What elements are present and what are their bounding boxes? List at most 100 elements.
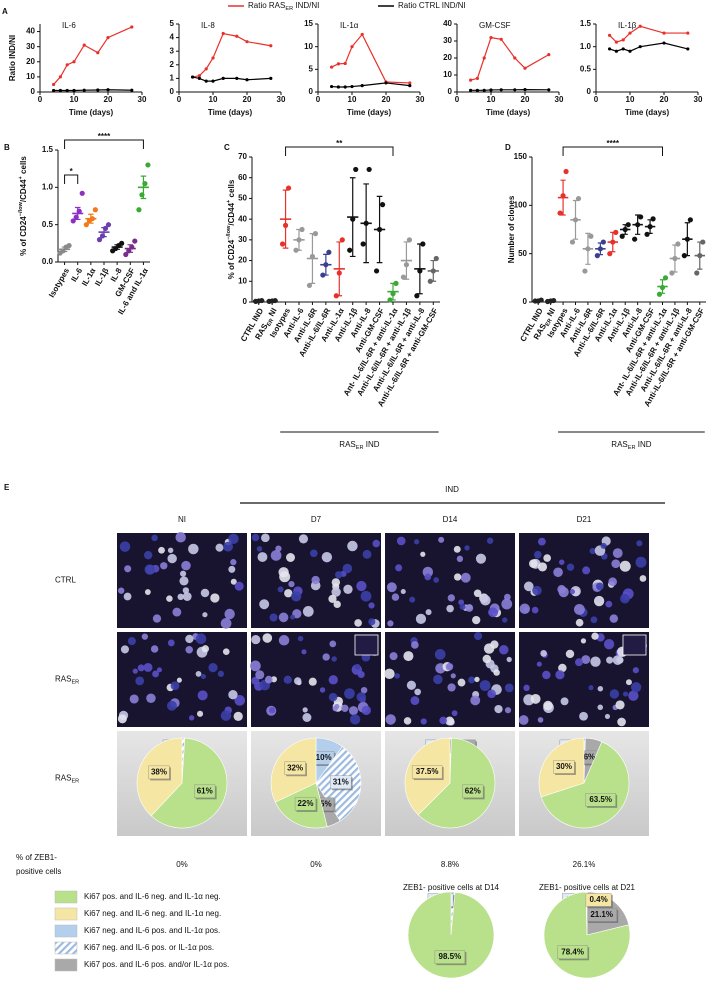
cell xyxy=(200,588,210,598)
cell xyxy=(309,549,318,558)
series-point xyxy=(523,66,527,70)
series-point xyxy=(360,84,364,88)
cell xyxy=(529,559,538,568)
cell xyxy=(450,673,456,679)
cell xyxy=(288,581,295,588)
y-tick-label: 30 xyxy=(26,42,35,51)
cell xyxy=(331,656,337,662)
cell xyxy=(590,616,598,624)
series-point xyxy=(638,24,642,28)
cell xyxy=(215,543,224,552)
y-tick-label: 50 xyxy=(238,194,247,203)
significance-bracket xyxy=(64,139,144,149)
series-point xyxy=(475,88,479,92)
cell xyxy=(188,543,199,555)
series-point xyxy=(58,75,63,79)
cell xyxy=(262,633,273,643)
cell xyxy=(256,546,263,552)
cell xyxy=(597,704,604,711)
cell xyxy=(354,619,362,627)
y-axis-label-part: + xyxy=(226,199,232,203)
y-tick-label: 5 xyxy=(309,64,314,73)
row-label-part: ER xyxy=(71,779,79,785)
y-axis-label: Ratio IND/NI xyxy=(8,35,17,81)
y-tick-label: 15 xyxy=(304,19,313,28)
x-axis-label: Time (days) xyxy=(69,108,114,117)
significance-bracket xyxy=(562,146,663,156)
x-tick-label: 0 xyxy=(594,95,599,104)
cell xyxy=(464,545,470,551)
cell xyxy=(532,585,542,596)
data-point xyxy=(600,239,606,245)
cell xyxy=(459,603,466,610)
cell xyxy=(144,589,151,595)
cell xyxy=(424,573,432,581)
pie-slice xyxy=(150,737,228,829)
cell xyxy=(474,676,480,683)
cell xyxy=(279,571,291,583)
cell xyxy=(493,669,500,676)
data-point xyxy=(70,218,76,224)
y-axis-label-part: /CD44 xyxy=(227,202,236,225)
cell xyxy=(438,536,445,543)
cell xyxy=(502,617,508,623)
y-axis-label-part: % of CD24 xyxy=(19,216,28,256)
value-label-box xyxy=(585,793,616,807)
y-tick-label: 1 xyxy=(170,74,175,83)
y-tick-label: 0 xyxy=(587,87,592,96)
cell xyxy=(445,663,453,671)
cell xyxy=(600,542,607,549)
cell xyxy=(342,563,353,574)
data-point xyxy=(400,274,407,280)
data-point xyxy=(563,168,569,175)
cell xyxy=(597,685,604,692)
column-header: NI xyxy=(178,515,186,524)
x-tick-label: 20 xyxy=(660,95,669,104)
data-point xyxy=(582,268,588,274)
data-point xyxy=(687,217,693,223)
cell xyxy=(501,598,513,610)
x-tick-label: 30 xyxy=(694,95,703,104)
cell xyxy=(465,604,474,612)
series-point xyxy=(130,25,134,29)
x-tick-label: 30 xyxy=(277,95,286,104)
data-point xyxy=(644,231,650,237)
group-label-part: ER xyxy=(628,445,636,451)
data-point xyxy=(92,207,98,213)
cell xyxy=(322,653,330,661)
series-line xyxy=(609,42,688,52)
series-point xyxy=(204,79,208,83)
cell xyxy=(328,692,338,702)
y-tick-label: 10 xyxy=(443,70,452,79)
series-point xyxy=(245,78,249,82)
y-tick-label: 1.5 xyxy=(580,19,592,28)
series-point xyxy=(106,36,110,40)
group-label-part: ER xyxy=(356,445,364,451)
cell xyxy=(414,688,422,696)
series-point xyxy=(350,84,354,89)
y-tick-label: 40 xyxy=(238,214,247,223)
cell xyxy=(283,675,292,684)
data-point xyxy=(557,210,563,216)
cell xyxy=(540,650,547,657)
cell xyxy=(499,645,509,655)
y-tick-label: 0.5 xyxy=(42,220,54,229)
cell xyxy=(117,714,127,724)
series-point xyxy=(65,88,69,93)
category-label: Isotypes xyxy=(47,266,71,299)
series-point xyxy=(343,61,347,66)
cell xyxy=(196,710,204,717)
cell xyxy=(291,591,302,602)
cell xyxy=(319,687,326,693)
pie-slice xyxy=(407,891,495,979)
cell xyxy=(420,551,426,557)
data-point xyxy=(607,251,613,257)
legend-label: Ki67 neg. and IL-6 neg. and IL-1α neg. xyxy=(84,909,221,918)
series-point xyxy=(547,53,551,57)
row-label: % of ZEB1- xyxy=(16,853,57,862)
cell xyxy=(415,613,427,624)
y-axis-label-part: cells xyxy=(227,179,236,200)
cell xyxy=(635,556,647,568)
cell xyxy=(356,580,367,592)
